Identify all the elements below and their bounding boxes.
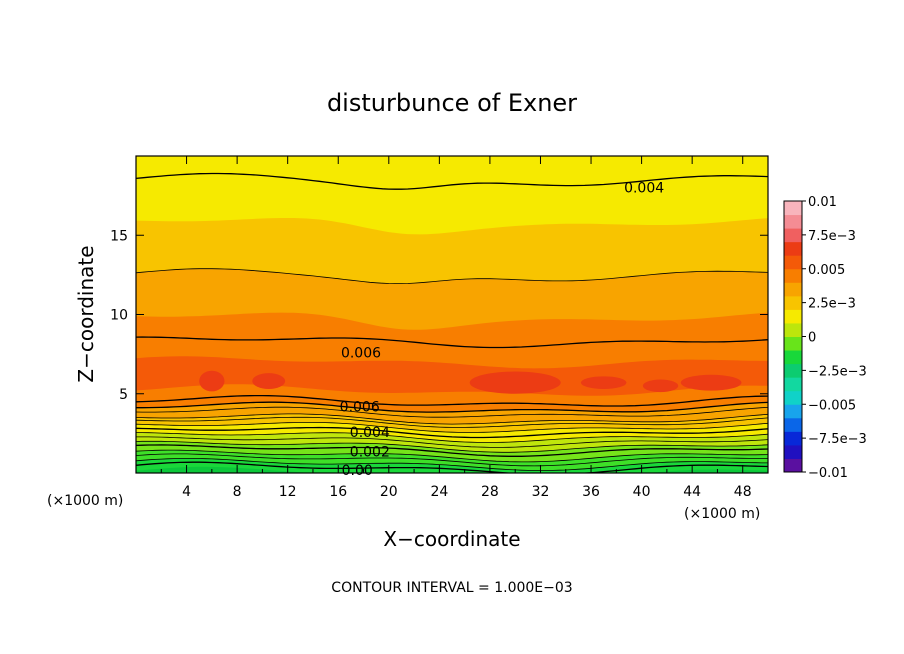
patch-5 <box>680 374 742 391</box>
x-tick-label: 48 <box>734 484 752 500</box>
colorbar: 0.01 7.5e−3 0.005 2.5e−3 0 −2.5e−3 −0.005 −7.5e… <box>783 195 867 481</box>
colorbar-segment <box>784 336 802 351</box>
colorbar-segment <box>784 404 802 419</box>
x-unit-left: (×1000 m) <box>47 493 123 509</box>
y-tick-label: 15 <box>110 228 128 244</box>
contour-interval-note: CONTOUR INTERVAL = 1.000E−03 <box>331 580 572 596</box>
x-axis-label: X−coordinate <box>383 527 520 551</box>
x-tick-label: 24 <box>430 484 448 500</box>
contour-label: 0.002 <box>350 445 390 461</box>
y-axis-label: Z−coordinate <box>74 245 98 382</box>
colorbar-label: 0.005 <box>808 263 845 278</box>
colorbar-segment <box>784 417 802 432</box>
x-tick-label: 20 <box>380 484 398 500</box>
colorbar-segment <box>784 268 802 283</box>
x-tick-label: 8 <box>233 484 242 500</box>
chart-title: disturbunce of Exner <box>327 89 577 117</box>
x-unit-right: (×1000 m) <box>684 506 760 522</box>
colorbar-segment <box>784 255 802 270</box>
x-tick-label: 28 <box>481 484 499 500</box>
colorbar-label: −0.005 <box>808 398 856 413</box>
x-axis-ticks: 4 8 12 16 20 24 28 32 36 40 44 48 <box>160 156 752 500</box>
patch-1 <box>252 373 286 389</box>
contour-line <box>136 426 768 439</box>
colorbar-segment <box>784 350 802 365</box>
x-tick-label: 4 <box>182 484 191 500</box>
patch-3 <box>580 376 627 389</box>
patch-0 <box>199 370 225 392</box>
x-tick-label: 36 <box>582 484 600 500</box>
contour-line <box>136 268 768 284</box>
colorbar-segment <box>784 458 802 473</box>
x-tick-label: 40 <box>633 484 651 500</box>
colorbar-segment <box>784 390 802 405</box>
colorbar-segment <box>784 363 802 378</box>
colorbar-label: −7.5e−3 <box>808 432 867 447</box>
colorbar-segment <box>784 228 802 243</box>
colorbar-segment <box>784 282 802 297</box>
patch-2 <box>469 371 561 394</box>
contour-label: 0.004 <box>350 425 390 441</box>
colorbar-segment <box>784 322 802 337</box>
contour-line <box>136 432 768 443</box>
contour-line <box>136 401 768 413</box>
colorbar-segment <box>784 201 802 216</box>
colorbar-segment <box>784 377 802 392</box>
contour-line <box>136 436 768 448</box>
contour-line <box>136 461 768 473</box>
contour-label: 0.006 <box>341 346 381 362</box>
contour-line <box>136 416 768 428</box>
contour-labels: 0.004 0.006 0.006 0.004 0.002 0.00 <box>340 181 665 479</box>
contour-line <box>136 458 768 472</box>
colorbar-segment <box>784 214 802 229</box>
contour-line <box>136 406 768 418</box>
patch-4 <box>642 379 679 393</box>
contour-line <box>136 172 768 190</box>
contour-line <box>136 394 768 407</box>
plot-area <box>136 156 768 473</box>
colorbar-label: 0.01 <box>808 195 837 210</box>
max-value-patches <box>199 370 742 394</box>
colorbar-label: 2.5e−3 <box>808 297 856 312</box>
y-axis-ticks: 5 10 15 <box>110 228 768 403</box>
colorbar-label: 0 <box>808 331 816 346</box>
colorbar-segment <box>784 431 802 446</box>
contour-line <box>136 449 768 463</box>
contour-line <box>136 413 768 425</box>
x-tick-label: 12 <box>279 484 297 500</box>
x-tick-label: 32 <box>532 484 550 500</box>
contour-line <box>136 422 768 433</box>
contour-label: 0.00 <box>342 463 373 479</box>
contour-line <box>136 444 768 457</box>
contour-line <box>136 453 768 467</box>
y-tick-label: 10 <box>110 308 128 324</box>
contour-label: 0.006 <box>340 399 380 415</box>
colorbar-segment <box>784 444 802 459</box>
contour-line <box>136 440 768 453</box>
contour-line <box>136 336 768 349</box>
contour-lines <box>136 172 768 473</box>
colorbar-segment <box>784 241 802 256</box>
contour-label: 0.004 <box>624 181 664 197</box>
colorbar-label: −0.01 <box>808 466 848 481</box>
colorbar-label: −2.5e−3 <box>808 364 867 379</box>
colorbar-segment <box>784 295 802 310</box>
x-tick-label: 16 <box>329 484 347 500</box>
x-tick-label: 44 <box>683 484 701 500</box>
y-tick-label: 5 <box>119 387 128 403</box>
colorbar-label: 7.5e−3 <box>808 229 856 244</box>
colorbar-segment <box>784 309 802 324</box>
